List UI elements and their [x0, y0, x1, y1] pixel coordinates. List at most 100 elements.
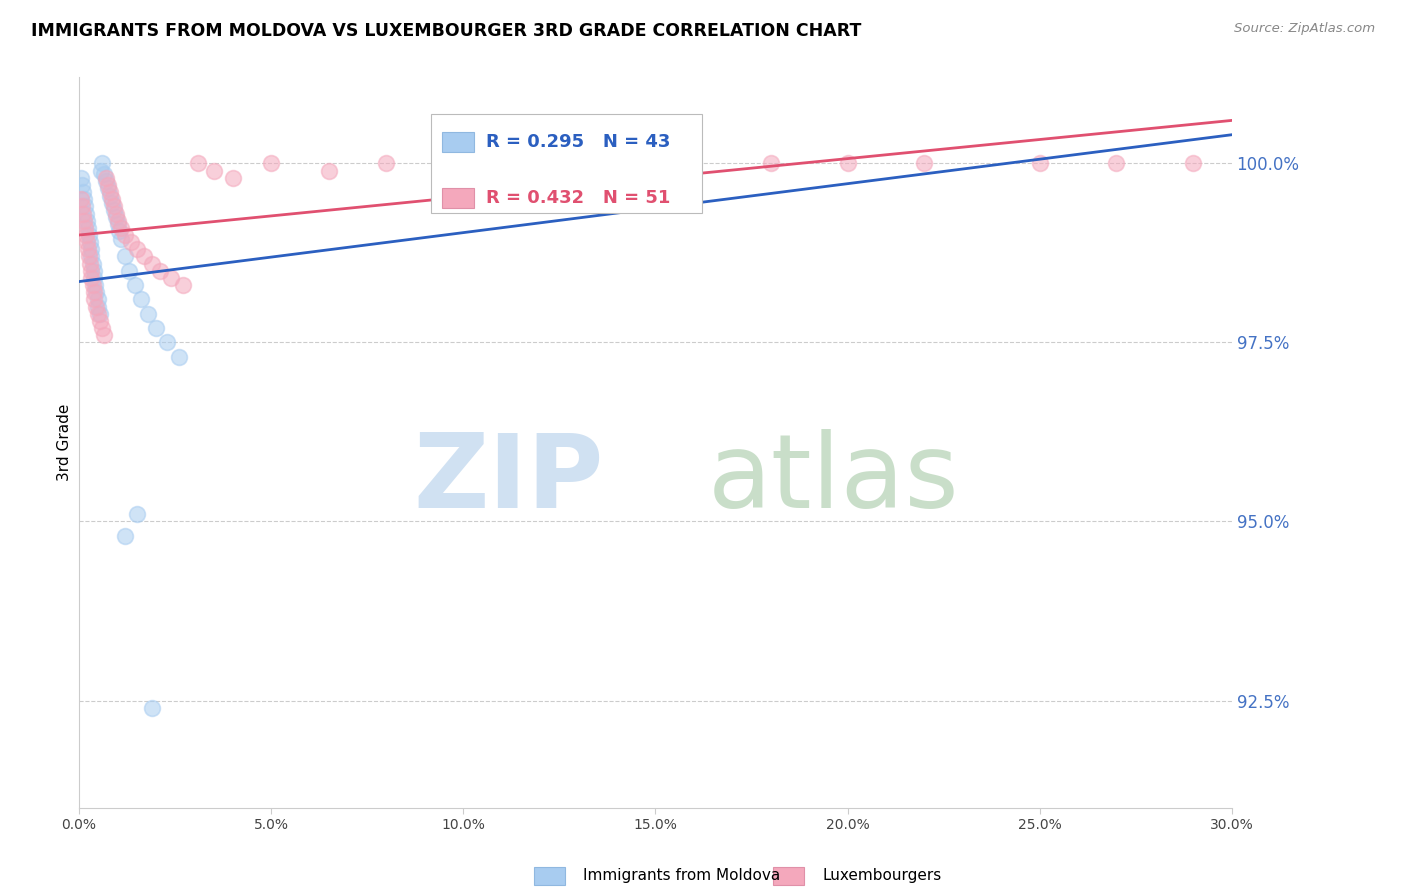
Point [644, 156, 666, 170]
FancyBboxPatch shape [430, 114, 702, 212]
Point [94, 174, 117, 188]
Point [70, 199, 93, 213]
Point [222, 170, 245, 185]
Point [90, 163, 112, 178]
Point [79, 243, 101, 257]
Point [529, 156, 551, 170]
Y-axis label: 3rd Grade: 3rd Grade [58, 404, 72, 482]
Point [76, 243, 98, 257]
Point [83, 293, 105, 307]
Point [86, 300, 108, 314]
Point [160, 271, 183, 285]
Point [76, 213, 98, 227]
Point [1028, 156, 1050, 170]
Point [1182, 156, 1205, 170]
Point [91, 321, 114, 335]
Point [134, 250, 156, 264]
Text: ZIP: ZIP [413, 429, 603, 530]
Point [82, 257, 104, 271]
Point [129, 293, 152, 307]
Text: Source: ZipAtlas.com: Source: ZipAtlas.com [1234, 22, 1375, 36]
Point [73, 213, 96, 227]
Point [136, 307, 159, 321]
Point [1105, 156, 1128, 170]
Point [93, 167, 115, 181]
Bar [443, 187, 474, 208]
Point [318, 163, 340, 178]
Point [86, 285, 108, 300]
Point [79, 257, 101, 271]
Point [70, 178, 93, 192]
Text: atlas: atlas [707, 429, 959, 530]
Point [72, 185, 94, 199]
Point [104, 206, 127, 220]
Point [79, 235, 101, 249]
Point [89, 314, 111, 328]
Point [912, 156, 935, 170]
Point [80, 250, 103, 264]
Point [84, 278, 107, 293]
Point [83, 285, 105, 300]
Text: Immigrants from Moldova: Immigrants from Moldova [583, 869, 780, 883]
Point [76, 220, 98, 235]
Point [108, 224, 131, 238]
Point [75, 227, 97, 242]
Point [98, 185, 121, 199]
Point [172, 278, 194, 293]
Point [124, 278, 146, 293]
Point [110, 220, 132, 235]
Point [73, 192, 96, 206]
Point [101, 192, 124, 206]
Point [114, 227, 136, 242]
Point [125, 243, 148, 257]
Point [101, 195, 124, 210]
Point [453, 156, 475, 170]
Point [83, 264, 105, 278]
Bar [443, 131, 474, 152]
Point [91, 156, 114, 170]
Point [80, 271, 103, 285]
Point [375, 156, 398, 170]
Point [141, 700, 163, 714]
Text: R = 0.432   N = 51: R = 0.432 N = 51 [486, 189, 671, 207]
Point [141, 257, 163, 271]
Point [202, 163, 225, 178]
Text: R = 0.295   N = 43: R = 0.295 N = 43 [486, 133, 671, 151]
Point [104, 210, 127, 224]
Point [149, 264, 172, 278]
Point [77, 227, 100, 242]
Point [260, 156, 283, 170]
Point [72, 206, 94, 220]
Text: Luxembourgers: Luxembourgers [823, 869, 942, 883]
Point [87, 307, 110, 321]
Point [76, 235, 98, 249]
Point [87, 300, 110, 314]
Point [86, 293, 108, 307]
Point [89, 307, 111, 321]
Point [114, 529, 136, 543]
Point [79, 264, 101, 278]
Point [75, 206, 97, 220]
Point [73, 220, 96, 235]
Point [77, 250, 100, 264]
Point [118, 264, 141, 278]
Point [107, 217, 129, 231]
Point [187, 156, 209, 170]
Point [70, 170, 93, 185]
Point [73, 199, 96, 213]
Point [145, 321, 167, 335]
Point [759, 156, 782, 170]
Point [97, 178, 120, 192]
Point [97, 181, 120, 195]
Point [82, 278, 104, 293]
Text: IMMIGRANTS FROM MOLDOVA VS LUXEMBOURGER 3RD GRADE CORRELATION CHART: IMMIGRANTS FROM MOLDOVA VS LUXEMBOURGER … [31, 22, 862, 40]
Point [107, 213, 129, 227]
Point [125, 508, 148, 522]
Point [70, 192, 93, 206]
Point [837, 156, 859, 170]
Point [110, 231, 132, 245]
Point [103, 202, 125, 217]
Point [114, 250, 136, 264]
Point [156, 335, 179, 350]
Point [83, 271, 105, 285]
